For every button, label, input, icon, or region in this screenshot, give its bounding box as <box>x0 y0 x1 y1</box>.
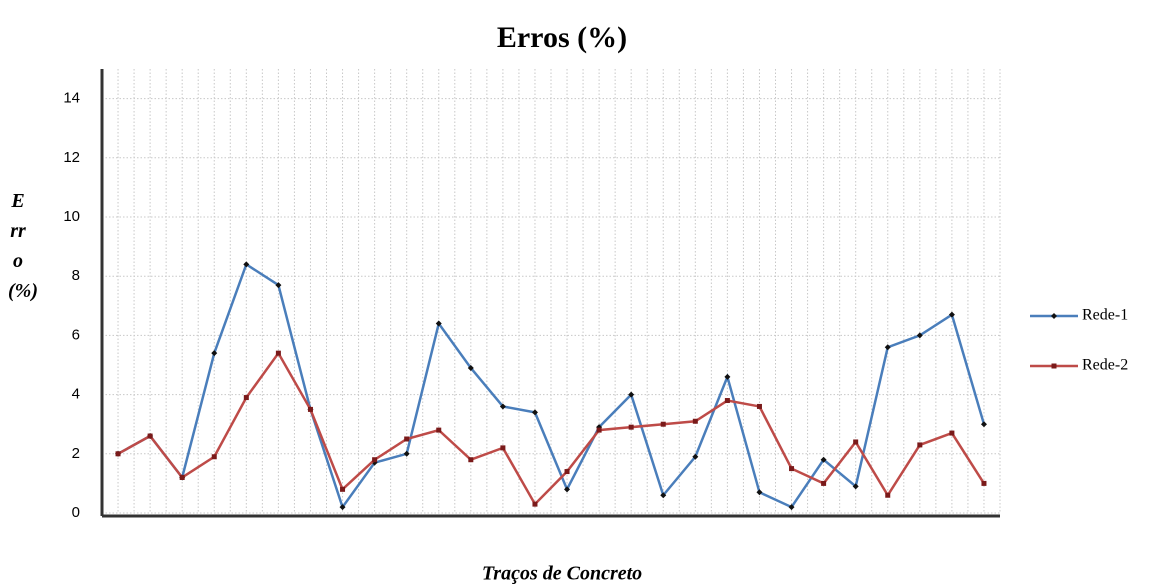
y-tick-label: 12 <box>63 149 80 166</box>
point <box>628 391 635 398</box>
point <box>980 421 987 428</box>
point <box>789 466 795 472</box>
chart-title: Erros (%) <box>497 21 627 54</box>
point <box>436 427 442 433</box>
point <box>467 364 474 371</box>
point <box>500 445 506 451</box>
point <box>917 442 923 448</box>
point <box>756 403 762 409</box>
point <box>179 474 185 480</box>
point <box>852 483 859 490</box>
y-axis-label: Erro (%) <box>8 190 38 302</box>
point <box>1051 313 1057 319</box>
point <box>211 350 218 357</box>
x-axis-label: Traços de Concreto <box>482 563 642 585</box>
y-tick-label: 4 <box>72 386 80 403</box>
y-tick-label: 6 <box>72 326 80 343</box>
y-tick-label: 0 <box>72 504 80 521</box>
y-tick-label: 2 <box>72 445 80 462</box>
point <box>820 456 827 463</box>
point <box>692 418 698 424</box>
point <box>211 454 217 460</box>
point <box>532 501 538 507</box>
point <box>660 492 667 499</box>
point <box>596 427 602 433</box>
point <box>403 450 410 457</box>
point <box>564 469 570 475</box>
point <box>243 395 249 401</box>
point <box>948 311 955 318</box>
point <box>724 373 731 380</box>
point <box>916 332 923 339</box>
point <box>243 261 250 268</box>
point <box>853 439 859 445</box>
point <box>468 457 474 463</box>
point <box>628 424 634 430</box>
point <box>339 504 346 511</box>
point <box>949 430 955 436</box>
point <box>756 489 763 496</box>
legend-label: Rede-2 <box>1082 357 1128 374</box>
y-tick-label: 10 <box>63 208 80 225</box>
legend-label: Rede-1 <box>1082 307 1128 324</box>
point <box>692 453 699 460</box>
point <box>115 451 121 457</box>
point <box>788 504 795 511</box>
point <box>499 403 506 410</box>
y-tick-label: 14 <box>63 90 80 107</box>
point <box>821 480 827 486</box>
point <box>307 406 313 412</box>
point <box>404 436 410 442</box>
point <box>275 282 282 289</box>
point <box>1051 363 1057 369</box>
point <box>981 480 987 486</box>
point <box>724 398 730 404</box>
point <box>660 421 666 427</box>
line <box>117 350 986 507</box>
y-tick-label: 8 <box>72 267 80 284</box>
point <box>340 486 346 492</box>
point <box>531 409 538 416</box>
point <box>884 344 891 351</box>
line <box>117 262 986 510</box>
point <box>435 320 442 327</box>
point <box>885 492 891 498</box>
point <box>372 457 378 463</box>
point <box>147 433 153 439</box>
point <box>275 350 281 356</box>
point <box>564 486 571 493</box>
